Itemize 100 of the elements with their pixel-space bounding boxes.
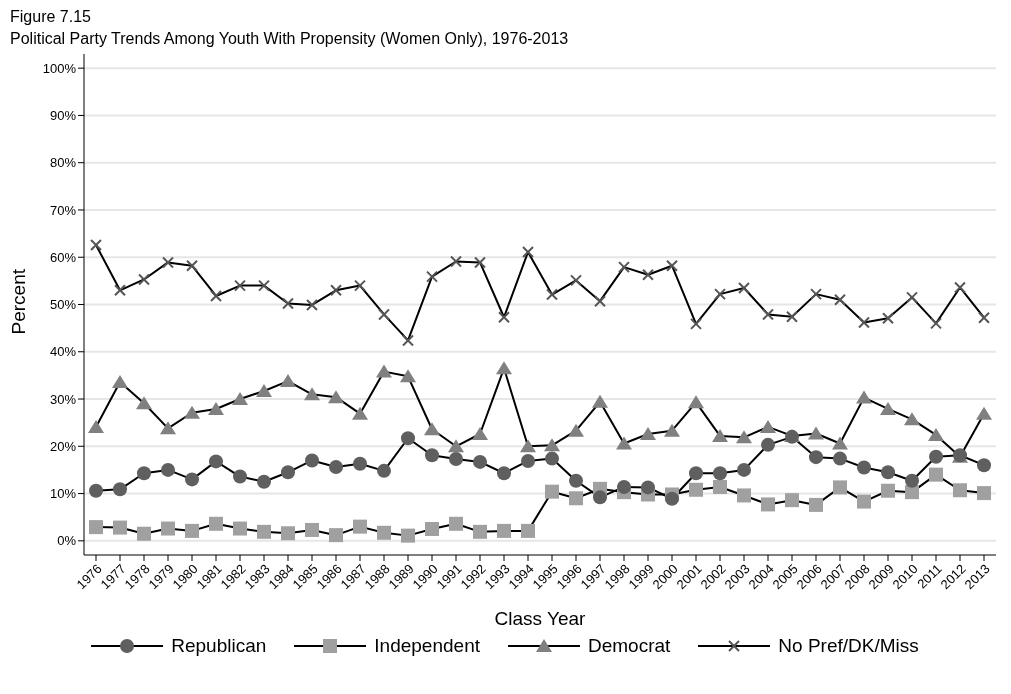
y-tick-label: 100%: [42, 60, 77, 76]
point: [762, 308, 774, 321]
chart-title: Political Party Trends Among Youth With Propensity (Women Only), 1976-2013: [10, 30, 570, 48]
point: [210, 289, 222, 302]
point: [522, 246, 534, 259]
point: [233, 469, 247, 484]
point: [136, 396, 152, 410]
point: [929, 467, 943, 482]
point: [450, 255, 462, 268]
point: [856, 390, 872, 404]
point: [690, 317, 702, 330]
point: [592, 394, 608, 408]
point: [906, 291, 918, 304]
point: [304, 387, 320, 401]
point: [689, 482, 703, 497]
point: [473, 454, 487, 469]
y-tick-label: 20%: [49, 438, 77, 454]
point: [473, 524, 487, 539]
y-tick-label: 50%: [49, 297, 77, 313]
point: [617, 479, 631, 494]
point: [808, 426, 824, 440]
point: [928, 427, 944, 441]
point: [305, 522, 319, 537]
point: [137, 526, 151, 541]
point: [689, 466, 703, 481]
point: [329, 528, 343, 543]
legend-label: No Pref/DK/Miss: [778, 635, 919, 657]
point: [474, 256, 486, 269]
point: [449, 516, 463, 531]
point: [425, 522, 439, 537]
point: [736, 430, 752, 444]
point: [761, 437, 775, 452]
point: [330, 284, 342, 297]
y-tick-label: 90%: [49, 108, 77, 124]
point: [282, 297, 294, 310]
point: [930, 317, 942, 330]
point: [88, 419, 104, 433]
point: [664, 423, 680, 437]
point: [881, 483, 895, 498]
point: [281, 465, 295, 480]
point: [161, 521, 175, 536]
point: [160, 421, 176, 435]
point: [666, 259, 678, 272]
legend-label: Republican: [171, 635, 267, 657]
point: [760, 419, 776, 433]
point: [786, 310, 798, 323]
point: [954, 281, 966, 294]
point: [232, 392, 248, 406]
point: [929, 449, 943, 464]
point: [858, 316, 870, 329]
point: [618, 261, 630, 274]
point: [185, 523, 199, 538]
point: [977, 486, 991, 501]
point: [594, 295, 606, 308]
point: [184, 405, 200, 419]
point: [89, 520, 103, 535]
point: [186, 259, 198, 272]
point: [402, 334, 414, 347]
y-tick-label: 10%: [49, 486, 77, 502]
point: [138, 273, 150, 286]
point: [89, 483, 103, 498]
point: [641, 480, 655, 495]
point: [569, 491, 583, 506]
point: [256, 383, 272, 397]
point: [570, 274, 582, 287]
point: [520, 439, 536, 453]
point: [809, 450, 823, 465]
point: [233, 521, 247, 536]
point: [712, 428, 728, 442]
point: [714, 288, 726, 301]
point: [978, 311, 990, 324]
point: [593, 490, 607, 505]
point: [113, 482, 127, 497]
y-tick-label: 30%: [49, 391, 77, 407]
point: [737, 462, 751, 477]
y-tick-label: 70%: [49, 202, 77, 218]
point: [497, 523, 511, 538]
point: [857, 494, 871, 509]
y-tick-label: 40%: [49, 344, 77, 360]
point: [305, 453, 319, 468]
point: [857, 460, 871, 475]
point: [161, 462, 175, 477]
point: [953, 483, 967, 498]
point: [472, 427, 488, 440]
point: [761, 497, 775, 512]
point: [377, 525, 391, 540]
point: [642, 268, 654, 281]
point: [328, 390, 344, 404]
point: [568, 423, 584, 437]
point: [306, 298, 318, 311]
x-axis-title: Class Year: [494, 608, 587, 629]
point: [977, 458, 991, 473]
point: [497, 466, 511, 481]
point: [424, 422, 440, 436]
point: [880, 401, 896, 415]
point: [688, 395, 704, 409]
point: [976, 406, 992, 420]
point: [234, 279, 246, 292]
point: [209, 516, 223, 531]
point: [257, 524, 271, 539]
